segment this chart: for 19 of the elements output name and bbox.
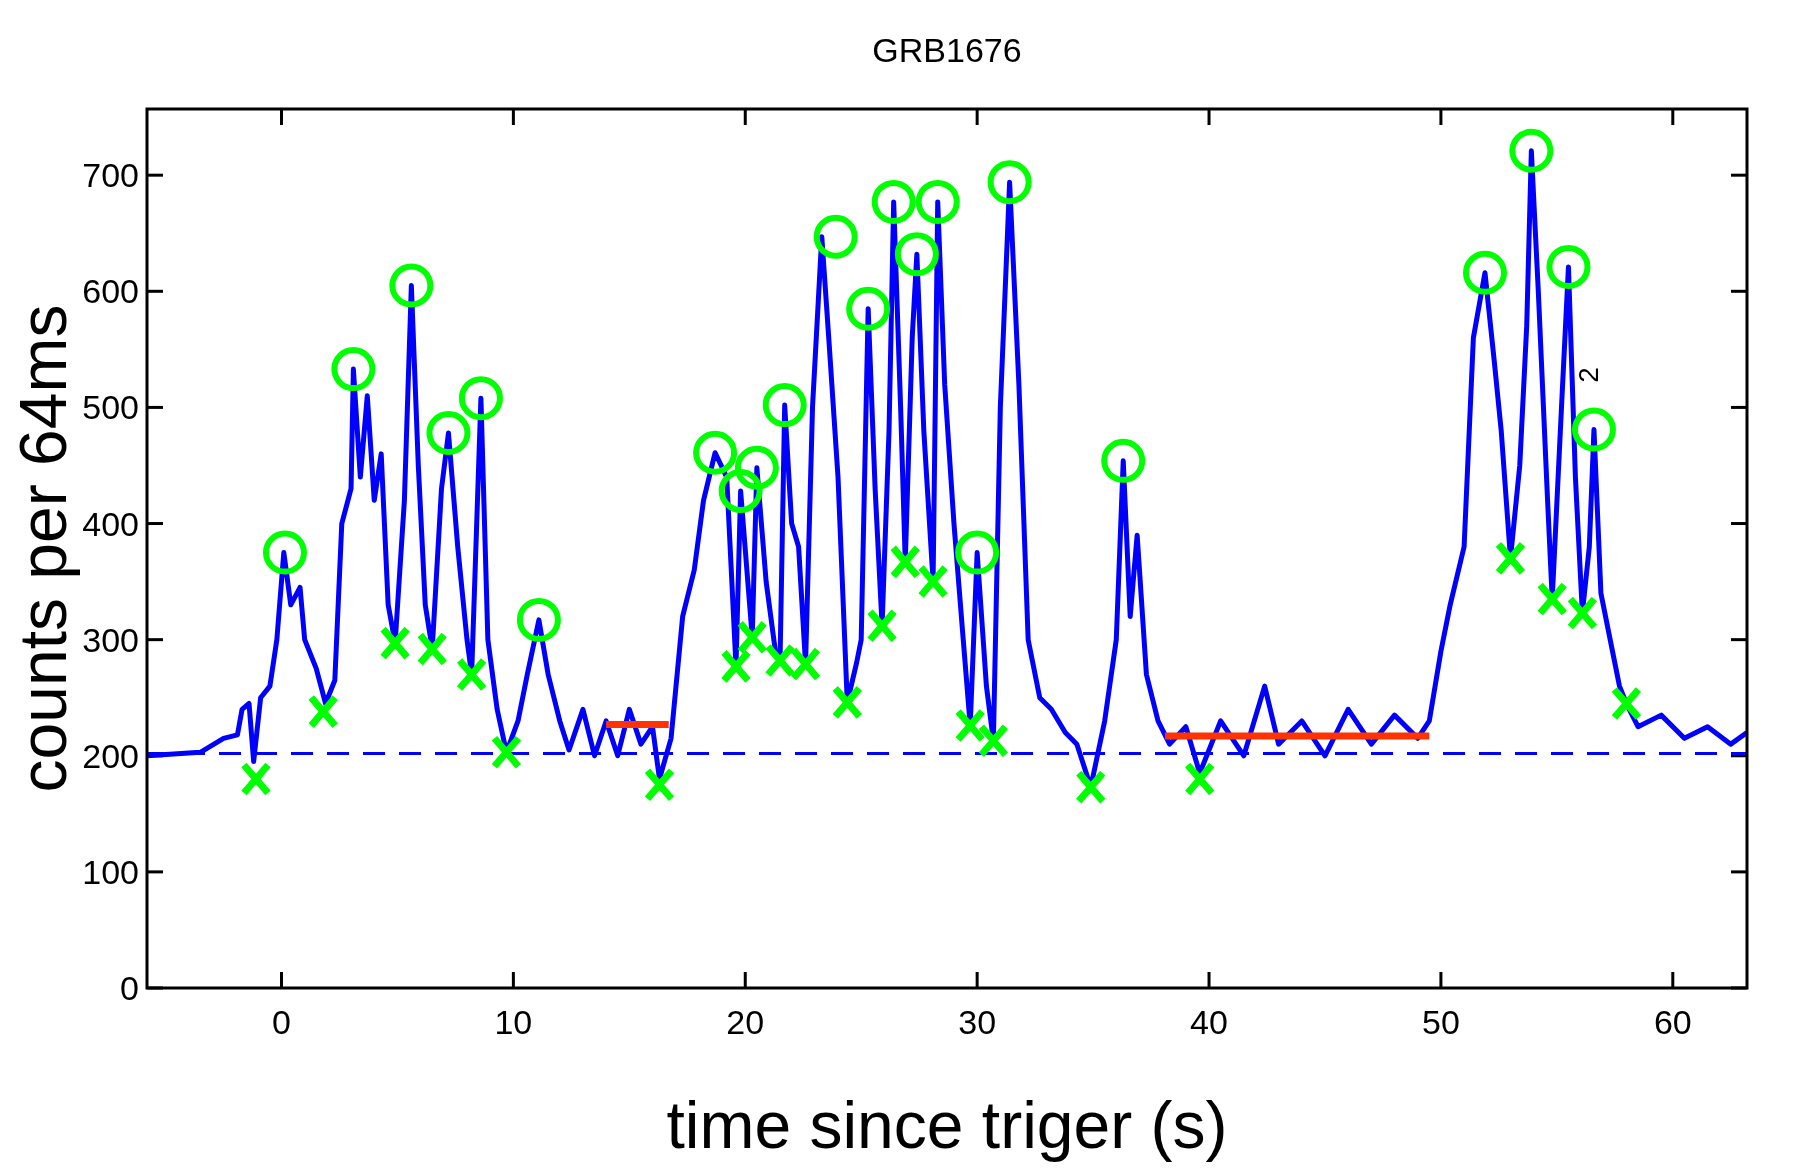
y-tick-label: 400 (82, 504, 139, 543)
y-tick-label: 600 (82, 272, 139, 311)
x-tick-label: 0 (272, 1003, 291, 1041)
annotation: 2 (1573, 367, 1604, 383)
y-tick-label: 100 (82, 852, 139, 891)
x-tick-label: 20 (726, 1003, 765, 1041)
y-tick-label: 300 (82, 620, 139, 659)
x-tick-label: 40 (1190, 1003, 1228, 1041)
y-tick-label: 0 (120, 969, 139, 1007)
x-axis-title: time since triger (s) (666, 1088, 1228, 1162)
chart-title: GRB1676 (872, 31, 1022, 69)
y-tick-label: 700 (82, 156, 139, 195)
x-tick-label: 60 (1653, 1003, 1692, 1041)
x-tick-label: 10 (494, 1003, 533, 1041)
y-tick-label: 500 (82, 388, 139, 427)
x-tick-label: 30 (958, 1003, 997, 1041)
y-tick-label: 200 (82, 736, 139, 775)
x-tick-label: 50 (1422, 1003, 1460, 1041)
y-axis-title: counts per 64ms (6, 304, 80, 793)
